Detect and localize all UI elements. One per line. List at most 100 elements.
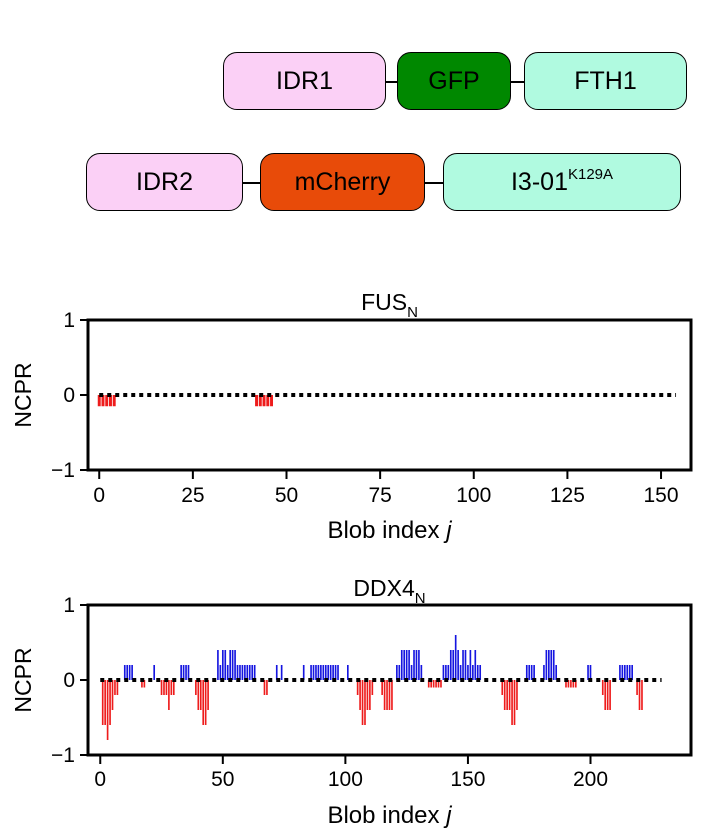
negative-bar [636,680,638,695]
negative-bar [263,680,266,695]
y-tick-label: −1 [51,744,75,767]
chart-title: FUSN [361,289,418,321]
idr1-label: IDR1 [276,66,333,95]
negative-bar [116,680,119,695]
positive-bar [229,650,231,680]
negative-bar [101,680,104,725]
x-tick-label: 200 [573,768,608,791]
chart-title-subscript: N [415,590,426,607]
positive-bar [310,665,312,680]
negative-bar [432,680,435,688]
negative-bar [437,680,440,688]
negative-bar [111,680,114,710]
idr2-label: IDR2 [136,167,193,196]
positive-bar [459,665,462,680]
negative-bar [369,680,371,710]
positive-bar [545,650,548,680]
positive-bar [405,650,408,680]
negative-bar [503,680,506,710]
negative-bar [106,680,109,740]
positive-bar [234,650,236,680]
chart-fus: 0 25 50 75 100 125 150 1 0 −1 FUSN Blob index j NCPR [10,289,693,544]
positive-bar [420,665,423,680]
x-axis-label-main: Blob index [327,517,446,544]
negative-bar [440,680,442,688]
positive-bar [217,650,219,680]
positive-bar [447,665,450,680]
negative-bar [506,680,508,710]
positive-bar [528,665,531,680]
positive-bar [236,665,239,680]
negative-bar [255,395,259,407]
positive-bar [628,665,631,680]
bar-group [101,635,643,740]
x-tick-label: 100 [328,768,363,791]
i3-01-name: I3-01 [510,167,568,196]
y-tick-label: 1 [63,594,75,617]
linker [425,182,443,184]
positive-bar [533,665,535,680]
positive-bar [332,665,334,680]
negative-bar [606,680,609,710]
negative-bar [508,680,511,710]
y-tick-label: −1 [51,459,75,482]
negative-bar [381,680,383,695]
fth1-label: FTH1 [574,66,637,95]
negative-bar [165,680,168,695]
positive-bar [248,665,251,680]
negative-bar [567,680,570,688]
negative-bar [638,680,641,710]
bar-group [97,395,273,407]
positive-bar [185,665,187,680]
positive-bar [552,650,555,680]
positive-bar [543,665,545,680]
negative-bar [101,395,105,407]
negative-bar [143,680,146,688]
y-tick-label: 0 [63,384,75,407]
positive-bar [550,650,553,680]
positive-bar [442,665,445,680]
linker [243,182,260,184]
negative-bar [430,680,432,688]
positive-bar [467,665,469,680]
negative-bar [266,680,268,695]
negative-bar [427,680,430,688]
positive-bar [479,665,482,680]
negative-bar [516,680,518,710]
positive-bar [449,650,452,680]
mcherry-domain: mCherry [260,153,425,211]
x-axis-label-main: Blob index [327,802,446,829]
positive-bar [180,665,182,680]
negative-bar [572,680,575,688]
positive-bar [317,665,320,680]
positive-bar [347,665,349,680]
negative-bar [604,680,607,710]
positive-bar [126,665,129,680]
x-tick-label: 150 [644,484,679,507]
negative-bar [262,395,266,407]
x-axis-label-var: j [443,802,452,829]
negative-bar [195,680,197,695]
positive-bar [334,665,337,680]
negative-bar [501,680,504,695]
positive-bar [226,665,229,680]
positive-bar [413,650,415,680]
negative-bar [258,395,262,407]
x-tick-label: 125 [550,484,585,507]
idr2-domain: IDR2 [86,153,243,211]
negative-bar [366,680,369,710]
negative-bar [574,680,577,688]
negative-bar [163,680,165,695]
positive-bar [329,665,332,680]
chart-ddx4: 0 50 100 150 200 1 0 −1 DDX4N Blob index j NCPR [10,575,693,829]
positive-bar [403,650,406,680]
i3-01-label: I3-01K129A [510,166,613,197]
positive-bar [555,665,558,680]
positive-bar [398,665,401,680]
negative-bar [199,680,202,710]
positive-bar [128,665,131,680]
positive-bar [415,650,418,680]
negative-bar [383,680,386,710]
positive-bar [464,650,467,680]
positive-bar [631,665,633,680]
